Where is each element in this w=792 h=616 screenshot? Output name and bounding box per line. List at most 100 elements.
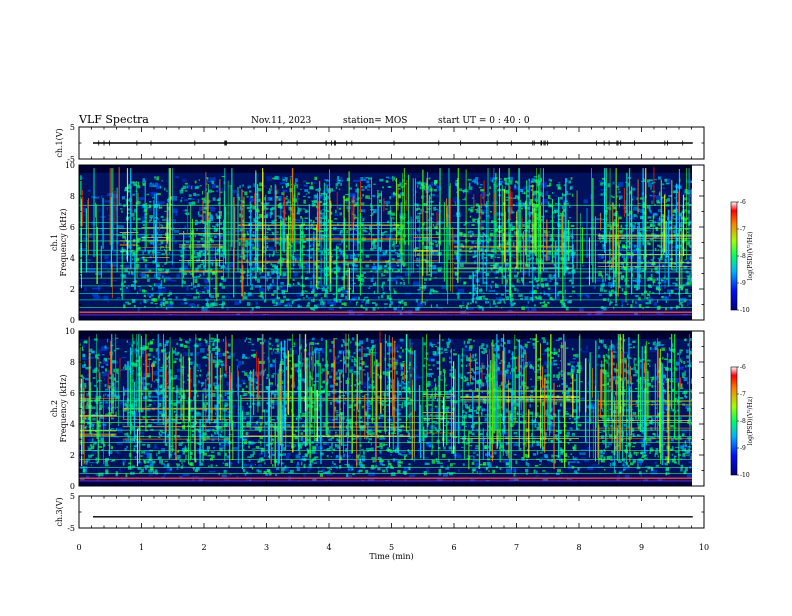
signal-cell bbox=[210, 295, 214, 298]
signal-cell bbox=[538, 295, 541, 299]
signal-cell bbox=[305, 210, 308, 213]
noise-cell bbox=[94, 197, 99, 199]
noise-cell bbox=[398, 363, 400, 365]
signal-cell bbox=[123, 242, 124, 243]
noise-cell bbox=[457, 453, 459, 455]
noise-cell bbox=[613, 182, 615, 185]
noise-cell bbox=[104, 426, 106, 430]
noise-cell bbox=[174, 230, 179, 233]
noise-cell bbox=[363, 348, 365, 349]
signal-cell bbox=[154, 274, 155, 277]
noise-cell bbox=[473, 452, 476, 455]
noise-cell bbox=[209, 471, 215, 473]
signal-cell bbox=[548, 195, 551, 199]
noise-cell bbox=[186, 295, 192, 296]
signal-cell bbox=[157, 252, 160, 253]
signal-cell bbox=[306, 194, 308, 195]
signal-cell bbox=[162, 276, 164, 278]
signal-cell bbox=[393, 247, 395, 248]
signal-cell bbox=[339, 299, 342, 303]
signal-cell bbox=[239, 185, 241, 188]
signal-cell bbox=[547, 294, 550, 297]
signal-cell bbox=[210, 218, 213, 222]
signal-cell bbox=[257, 279, 260, 283]
signal-cell bbox=[599, 294, 602, 295]
noise-cell bbox=[468, 424, 469, 426]
signal-cell bbox=[194, 256, 198, 258]
signal-cell bbox=[341, 293, 344, 297]
signal-cell bbox=[145, 264, 147, 268]
noise-cell bbox=[234, 301, 239, 305]
signal-cell bbox=[485, 273, 489, 276]
noise-cell bbox=[315, 461, 318, 462]
noise-cell bbox=[84, 287, 87, 291]
signal-cell bbox=[464, 224, 466, 226]
signal-cell bbox=[466, 305, 468, 309]
signal-cell bbox=[513, 242, 514, 246]
signal-cell bbox=[567, 301, 571, 303]
noise-cell bbox=[135, 411, 137, 415]
signal-cell bbox=[558, 182, 560, 183]
noise-cell bbox=[139, 302, 141, 304]
signal-cell bbox=[164, 279, 166, 283]
noise-cell bbox=[352, 457, 353, 459]
signal-cell bbox=[298, 263, 300, 265]
signal-cell bbox=[621, 225, 623, 228]
signal-cell bbox=[428, 177, 430, 179]
signal-cell bbox=[384, 231, 387, 233]
signal-cell bbox=[552, 192, 553, 194]
noise-cell bbox=[307, 470, 310, 471]
signal-cell bbox=[160, 304, 161, 306]
noise-cell bbox=[662, 188, 665, 189]
noise-cell bbox=[489, 290, 495, 292]
y-tick-label: 4 bbox=[70, 254, 75, 263]
signal-cell bbox=[656, 287, 659, 289]
signal-cell bbox=[369, 233, 371, 235]
signal-cell bbox=[673, 210, 676, 213]
signal-cell bbox=[683, 266, 687, 269]
signal-cell bbox=[463, 190, 464, 193]
noise-cell bbox=[479, 471, 482, 475]
signal-cell bbox=[572, 291, 575, 293]
noise-cell bbox=[101, 195, 102, 198]
signal-cell bbox=[276, 302, 278, 305]
noise-cell bbox=[147, 300, 149, 302]
noise-cell bbox=[91, 223, 95, 226]
noise-cell bbox=[310, 251, 312, 253]
noise-cell bbox=[206, 343, 209, 346]
signal-cell bbox=[634, 214, 637, 217]
noise-cell bbox=[351, 268, 358, 271]
signal-cell bbox=[201, 238, 204, 240]
signal-cell bbox=[128, 184, 130, 186]
signal-cell bbox=[337, 256, 339, 257]
noise-cell bbox=[517, 289, 519, 292]
signal-cell bbox=[137, 218, 140, 220]
signal-cell bbox=[133, 217, 135, 221]
signal-cell bbox=[308, 302, 310, 305]
noise-cell bbox=[92, 288, 97, 290]
signal-cell bbox=[154, 176, 156, 178]
noise-cell bbox=[346, 202, 348, 204]
noise-cell bbox=[437, 438, 438, 439]
signal-cell bbox=[322, 251, 323, 255]
signal-cell bbox=[462, 199, 464, 200]
signal-cell bbox=[270, 263, 272, 265]
noise-cell bbox=[222, 474, 227, 477]
signal-cell bbox=[433, 224, 434, 227]
signal-cell bbox=[195, 220, 198, 222]
signal-cell bbox=[514, 288, 517, 291]
signal-cell bbox=[569, 296, 572, 297]
signal-cell bbox=[401, 278, 403, 279]
noise-cell bbox=[108, 301, 109, 302]
signal-cell bbox=[122, 196, 125, 199]
signal-cell bbox=[399, 241, 400, 245]
noise-cell bbox=[513, 468, 517, 472]
noise-cell bbox=[104, 378, 105, 380]
signal-cell bbox=[270, 185, 271, 189]
signal-cell bbox=[542, 305, 545, 307]
noise-cell bbox=[598, 255, 605, 258]
y-axis-label: Frequency (kHz) bbox=[59, 208, 68, 276]
signal-cell bbox=[262, 296, 264, 299]
signal-cell bbox=[195, 186, 197, 188]
signal-cell bbox=[300, 189, 301, 190]
